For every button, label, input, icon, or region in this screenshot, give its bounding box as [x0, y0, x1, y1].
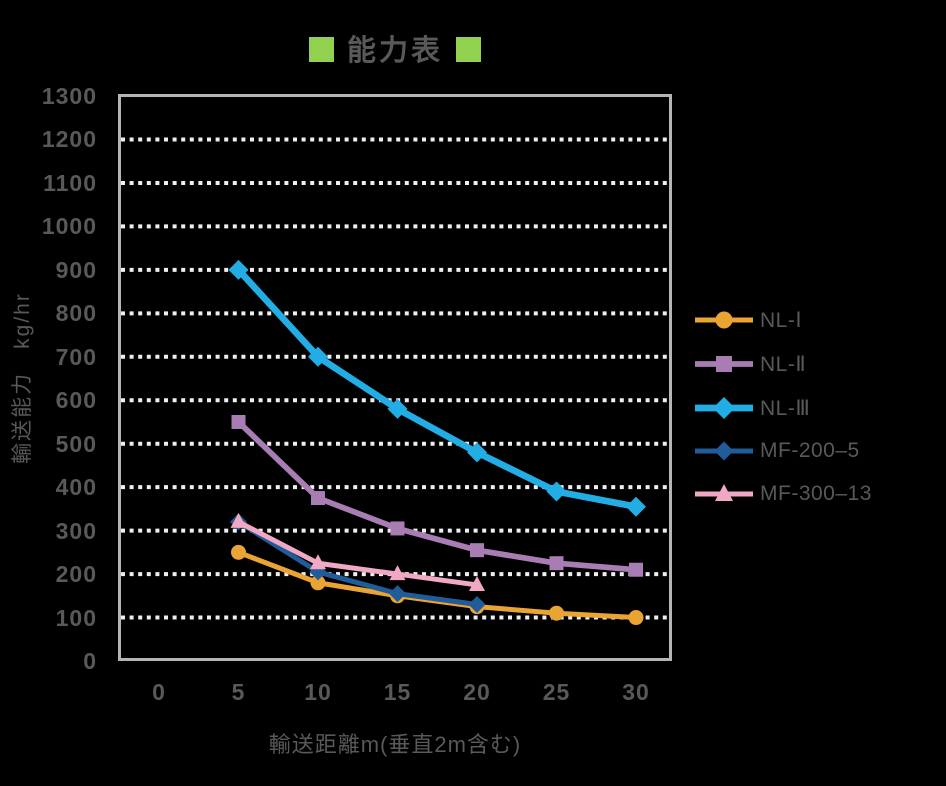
- point-NL-Ⅱ-15m: [390, 521, 405, 536]
- y-tick-label-1300: 1300: [41, 83, 97, 110]
- title-left-square-icon: [308, 37, 334, 62]
- legend-item-MF-200–5: MF-200–5: [695, 439, 860, 463]
- point-NL-Ⅲ-20m: [467, 442, 487, 463]
- legend-circle-marker-icon: [695, 311, 753, 329]
- legend-label: NL-Ⅲ: [760, 396, 811, 420]
- y-tick-label-300: 300: [55, 517, 97, 544]
- x-tick-label-10: 10: [304, 679, 332, 705]
- point-NL-Ⅲ-10m: [308, 346, 328, 367]
- point-NL-Ⅱ-30m: [629, 562, 643, 577]
- point-MF-300–13-20m: [469, 575, 485, 591]
- point-NL-Ⅱ-10m: [311, 491, 325, 506]
- legend-label: MF-200–5: [760, 439, 860, 462]
- legend-item-NL-Ⅱ: NL-Ⅱ: [695, 352, 806, 376]
- point-NL-Ⅲ-25m: [546, 481, 567, 502]
- x-axis-title: 輸送距離m(垂直2m含む): [268, 732, 522, 757]
- legend-triangle-marker-icon: [695, 484, 753, 501]
- legend-label: NL-Ⅱ: [760, 352, 807, 376]
- y-tick-label-700: 700: [55, 343, 97, 370]
- legend-square-marker-icon: [695, 356, 753, 372]
- point-NL-Ⅲ-15m: [387, 398, 408, 419]
- y-tick-label-800: 800: [55, 300, 97, 327]
- y-tick-label-400: 400: [55, 474, 97, 501]
- y-tick-label-900: 900: [55, 256, 97, 283]
- y-axis-title: 輸送能力 kg/hr: [11, 292, 34, 464]
- x-tick-label-25: 25: [542, 679, 571, 705]
- point-MF-300–13-10m: [310, 554, 326, 570]
- point-MF-200–5-15m: [389, 585, 406, 603]
- point-NL-Ⅰ-5m: [231, 544, 246, 560]
- legend-item-NL-Ⅰ: NL-Ⅰ: [695, 308, 802, 332]
- y-tick-label-100: 100: [55, 604, 97, 631]
- legend-item-MF-300–13: MF-300–13: [695, 482, 872, 506]
- series-line-MF-300–13: [236, 519, 480, 588]
- y-tick-label-1100: 1100: [43, 169, 97, 196]
- y-tick-label-1000: 1000: [41, 213, 97, 240]
- series-line-NL-Ⅲ: [235, 266, 640, 511]
- y-tick-label-1200: 1200: [41, 126, 97, 153]
- chart-title-text: 能力表: [346, 35, 443, 67]
- diamond-marker-icon: [714, 441, 734, 461]
- point-NL-Ⅲ-5m: [228, 259, 249, 280]
- legend-item-NL-Ⅲ: NL-Ⅲ: [695, 396, 810, 420]
- plot-area: [118, 94, 672, 661]
- series-line-NL-Ⅱ: [235, 419, 639, 573]
- point-NL-Ⅰ-10m: [310, 575, 326, 591]
- y-tick-label-0: 0: [83, 648, 97, 674]
- square-marker-icon: [716, 356, 732, 372]
- diamond-marker-icon: [713, 397, 735, 419]
- y-tick-label-200: 200: [55, 561, 97, 588]
- legend-diamond-marker-icon: [695, 441, 753, 461]
- title-right-square-icon: [456, 37, 481, 62]
- x-tick-label-30: 30: [622, 679, 650, 705]
- chart-title: 能力表: [118, 27, 672, 69]
- point-MF-300–13-15m: [389, 565, 406, 581]
- series-line-MF-200–5: [236, 519, 480, 608]
- point-NL-Ⅱ-20m: [470, 543, 484, 558]
- point-NL-Ⅰ-25m: [549, 605, 564, 621]
- point-NL-Ⅲ-30m: [626, 496, 646, 517]
- x-tick-label-5: 5: [231, 679, 246, 705]
- legend-label: MF-300–13: [760, 482, 872, 505]
- point-MF-200–5-20m: [468, 596, 486, 614]
- y-tick-label-500: 500: [55, 430, 97, 457]
- triangle-marker-icon: [715, 484, 733, 501]
- circle-marker-icon: [715, 311, 733, 329]
- point-NL-Ⅱ-5m: [231, 414, 246, 429]
- point-NL-Ⅰ-30m: [628, 610, 644, 626]
- x-tick-label-15: 15: [383, 679, 412, 705]
- y-tick-label-600: 600: [55, 387, 97, 414]
- x-tick-label-0: 0: [152, 679, 166, 705]
- legend-diamond-marker-icon: [695, 397, 753, 419]
- point-NL-Ⅱ-25m: [549, 556, 564, 571]
- legend-label: NL-Ⅰ: [760, 308, 803, 332]
- point-MF-300–13-5m: [230, 512, 247, 528]
- x-tick-label-20: 20: [463, 679, 491, 705]
